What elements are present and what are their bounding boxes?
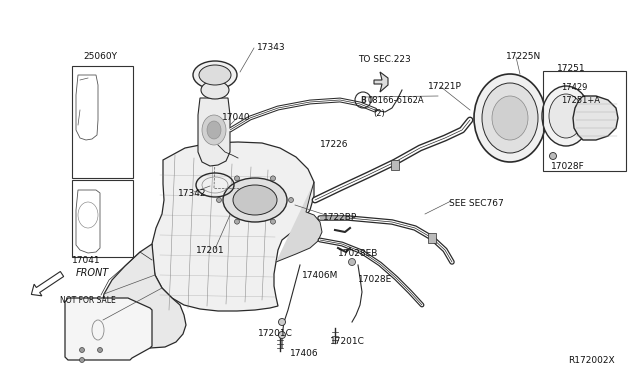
Text: SEE SEC767: SEE SEC767 bbox=[449, 199, 504, 208]
Ellipse shape bbox=[233, 185, 277, 215]
Bar bbox=[543, 71, 626, 171]
Text: R172002X: R172002X bbox=[568, 356, 614, 365]
Circle shape bbox=[97, 347, 102, 353]
Circle shape bbox=[79, 357, 84, 362]
Text: 17225N: 17225N bbox=[506, 52, 541, 61]
Text: 17251+A: 17251+A bbox=[561, 96, 600, 105]
Text: 17201C: 17201C bbox=[258, 329, 293, 338]
Text: B: B bbox=[360, 96, 366, 105]
Circle shape bbox=[234, 219, 239, 224]
Ellipse shape bbox=[199, 65, 231, 85]
Circle shape bbox=[550, 153, 557, 160]
Text: 1722BP: 1722BP bbox=[323, 213, 357, 222]
Ellipse shape bbox=[207, 121, 221, 139]
Ellipse shape bbox=[474, 74, 546, 162]
Text: 17040: 17040 bbox=[222, 113, 251, 122]
Text: 25060Y: 25060Y bbox=[83, 52, 117, 61]
Text: 17343: 17343 bbox=[257, 43, 285, 52]
Polygon shape bbox=[374, 72, 388, 92]
Polygon shape bbox=[101, 244, 186, 348]
Polygon shape bbox=[573, 96, 618, 140]
Polygon shape bbox=[65, 298, 152, 360]
Bar bbox=[428, 233, 436, 243]
Circle shape bbox=[234, 176, 239, 181]
Polygon shape bbox=[152, 142, 314, 311]
Bar bbox=[391, 160, 399, 170]
Text: 17028EB: 17028EB bbox=[338, 249, 378, 258]
Polygon shape bbox=[198, 98, 230, 166]
Ellipse shape bbox=[202, 115, 226, 145]
Text: 17041: 17041 bbox=[72, 256, 100, 265]
Text: 17251: 17251 bbox=[557, 64, 586, 73]
Ellipse shape bbox=[492, 96, 528, 140]
Ellipse shape bbox=[201, 81, 229, 99]
Text: 17028E: 17028E bbox=[358, 275, 392, 284]
Circle shape bbox=[289, 198, 294, 202]
Bar bbox=[72, 66, 133, 178]
Ellipse shape bbox=[542, 86, 590, 146]
Text: 17226: 17226 bbox=[320, 140, 349, 149]
Text: TO SEC.223: TO SEC.223 bbox=[358, 55, 411, 64]
Ellipse shape bbox=[223, 178, 287, 222]
Ellipse shape bbox=[482, 83, 538, 153]
Circle shape bbox=[271, 176, 275, 181]
Text: FRONT: FRONT bbox=[76, 268, 109, 278]
Polygon shape bbox=[276, 182, 322, 262]
Ellipse shape bbox=[549, 94, 583, 138]
Text: 08166-6162A: 08166-6162A bbox=[367, 96, 424, 105]
Text: 17221P: 17221P bbox=[428, 82, 462, 91]
Text: 17028F: 17028F bbox=[551, 162, 585, 171]
Circle shape bbox=[278, 318, 285, 326]
Circle shape bbox=[216, 198, 221, 202]
Text: 17406M: 17406M bbox=[302, 271, 339, 280]
Bar bbox=[72, 180, 133, 257]
Text: 17429: 17429 bbox=[561, 83, 588, 92]
Circle shape bbox=[349, 259, 355, 266]
Text: 17342: 17342 bbox=[178, 189, 207, 198]
Circle shape bbox=[79, 347, 84, 353]
Text: 17201C: 17201C bbox=[330, 337, 365, 346]
Text: 17406: 17406 bbox=[290, 349, 319, 358]
Circle shape bbox=[278, 331, 285, 339]
Circle shape bbox=[271, 219, 275, 224]
Text: NOT FOR SALE: NOT FOR SALE bbox=[60, 296, 116, 305]
Ellipse shape bbox=[193, 61, 237, 89]
Text: 17201: 17201 bbox=[196, 246, 225, 255]
FancyArrow shape bbox=[31, 272, 63, 296]
Text: (2): (2) bbox=[373, 109, 385, 118]
